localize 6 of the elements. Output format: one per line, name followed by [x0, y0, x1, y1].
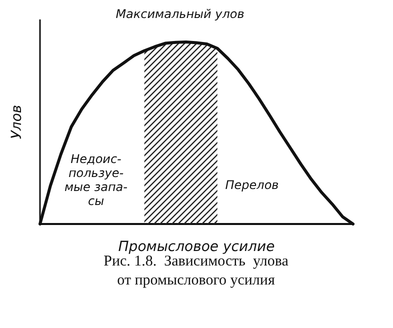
text: Рис. 1.8. Зависимость улова от промыслового усилия: [104, 254, 289, 288]
y-axis-title: Улов: [9, 104, 25, 140]
text: Максимальный улов: [116, 7, 244, 21]
annotation: Недоис- пользуе- мые запа- сы: [64, 152, 128, 208]
annotation: Перелов: [225, 178, 279, 192]
x-axis-title: Промысловое усилие: [118, 239, 275, 255]
